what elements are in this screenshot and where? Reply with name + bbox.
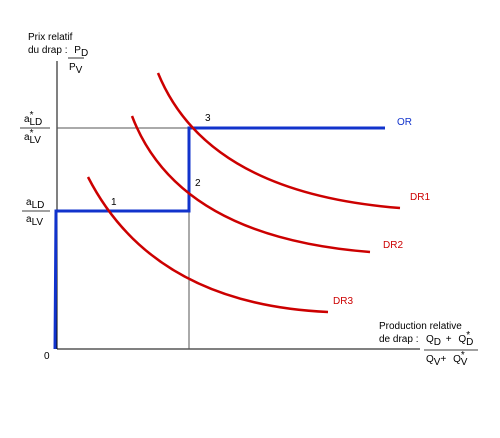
x-num-q-d-sub: D (434, 337, 441, 348)
demand-curve-label-dr1: DR1 (410, 192, 430, 203)
point-label-3: 3 (205, 113, 211, 124)
y-axis-num-sub: D (81, 48, 88, 59)
y-axis-title-text: du drap : (28, 45, 67, 56)
x-num-plus: + (446, 334, 452, 345)
point-label-2: 2 (195, 178, 201, 189)
demand-curve-label-dr3: DR3 (333, 296, 353, 307)
ratio-star-num-star: * (30, 110, 34, 121)
supply-curve-or (53, 126, 385, 350)
ratio-star-num-letter: a (24, 114, 30, 125)
x-den-q-v-star-mark: * (461, 350, 465, 361)
x-num-q-d-star-sub: D (466, 337, 473, 348)
supply-curve-label: OR (397, 117, 412, 128)
ratio-home-num-sub: LD (32, 200, 45, 211)
origin-label: 0 (44, 351, 50, 362)
ratio-home-num: aLD (26, 197, 44, 211)
x-den-q-v-sub: V (434, 357, 441, 368)
x-den-q-v: Q (426, 354, 434, 365)
ratio-star-den-letter: a (24, 132, 30, 143)
demand-curve-dr1 (156, 72, 401, 210)
y-axis-title-line2: du drap : PD (28, 45, 88, 59)
point-label-1: 1 (111, 197, 117, 208)
x-axis-denominator: QV+ Q* V (426, 350, 468, 368)
demand-curve-dr3 (86, 176, 329, 314)
y-axis-den-sub: V (76, 65, 83, 76)
y-axis-den-letter: P (69, 62, 76, 73)
x-den-plus: + (440, 354, 446, 365)
ratio-home-num-letter: a (26, 197, 32, 208)
demand-curve-dr2 (130, 115, 371, 254)
ratio-home-den-sub: LV (32, 217, 44, 228)
demand-curve-label-dr2: DR2 (383, 240, 403, 251)
x-den-q-v-star: Q (453, 354, 461, 365)
x-axis-title-line1: Production relative (379, 321, 462, 332)
x-num-q-d-star: Q (458, 334, 466, 345)
x-axis-numerator: QD + Q* D (426, 330, 473, 348)
x-den-q-v-star-sub: V (461, 357, 468, 368)
ratio-star-num-sub: LD (29, 117, 42, 128)
ratio-star-den: a* LV (24, 128, 41, 146)
y-axis-title-line1: Prix relatif (28, 32, 73, 43)
x-num-q-d-star-mark: * (466, 330, 470, 341)
y-axis-den: PV (69, 62, 83, 76)
x-num-q-d: Q (426, 334, 434, 345)
ratio-home-den-letter: a (26, 214, 32, 225)
ratio-home-den: aLV (26, 214, 43, 228)
y-axis-num: P (74, 45, 81, 56)
ratio-star-num: a* LD (24, 110, 42, 128)
ratio-star-den-sub: LV (29, 135, 41, 146)
ratio-star-den-star: * (30, 128, 34, 139)
x-axis-title-line2: de drap : (379, 334, 418, 345)
